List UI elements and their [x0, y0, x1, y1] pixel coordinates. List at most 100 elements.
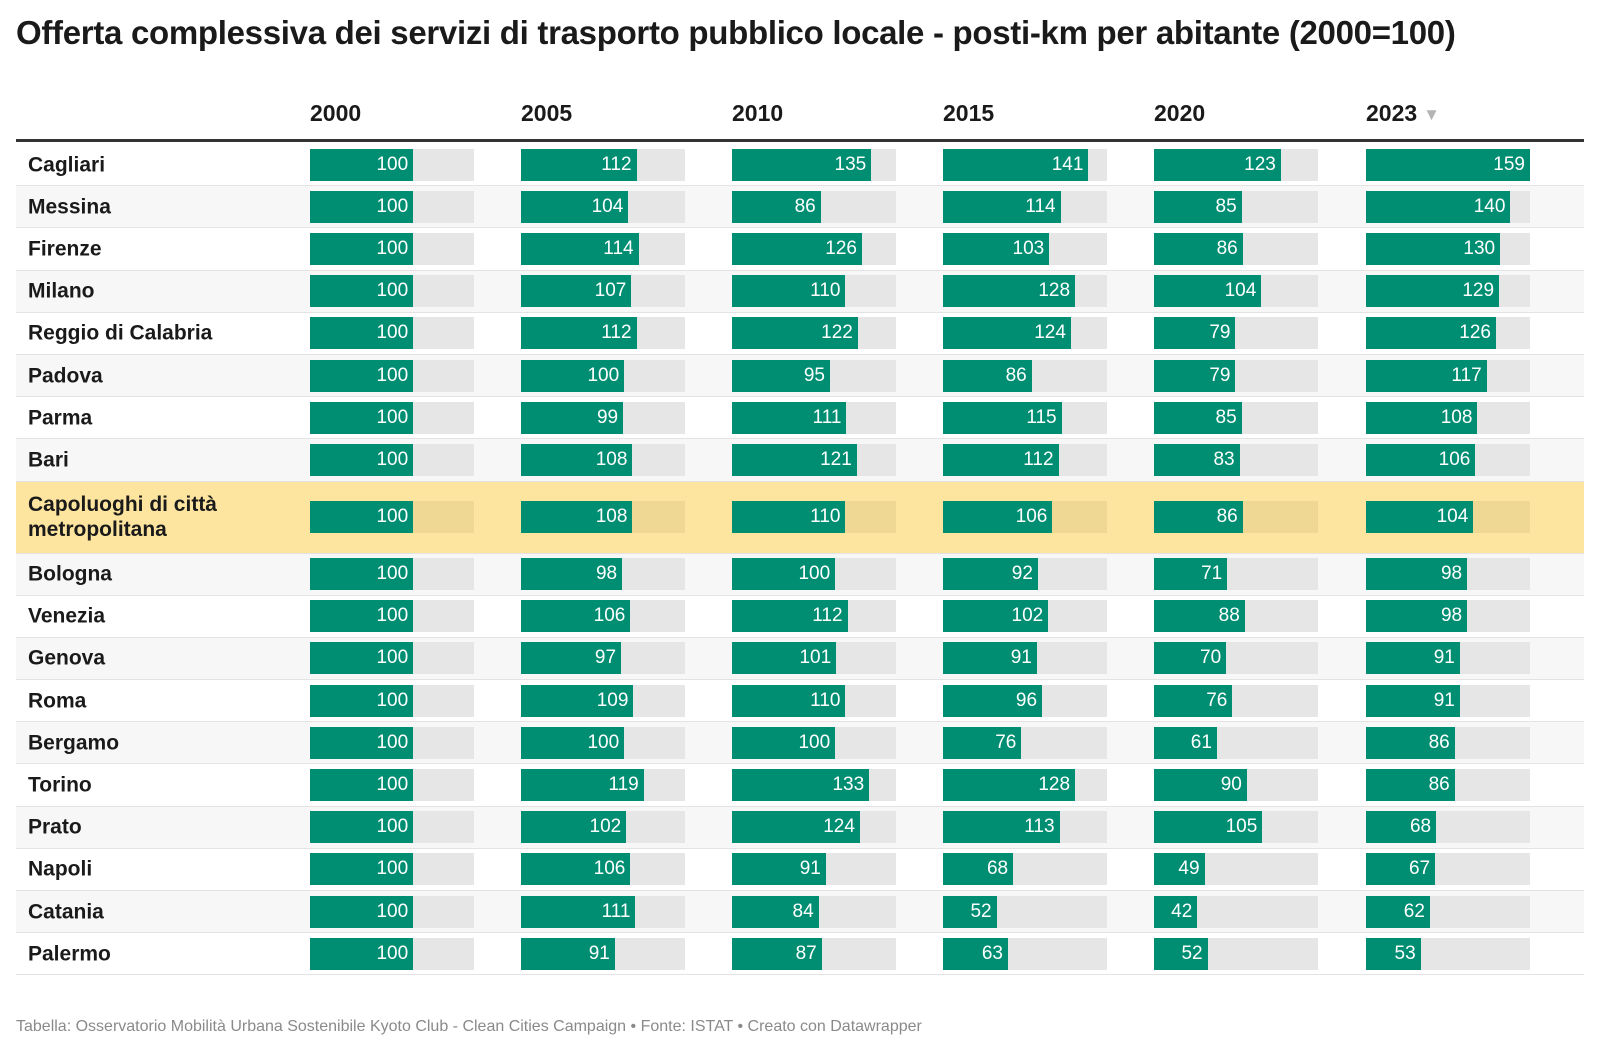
data-label: 117	[1451, 364, 1482, 386]
row-label: Catania	[28, 900, 104, 924]
bar	[1154, 190, 1242, 223]
data-label: 70	[1200, 647, 1222, 669]
data-label: 108	[595, 448, 628, 470]
data-label: 119	[608, 774, 639, 796]
data-label: 126	[825, 237, 857, 259]
data-label: 106	[1438, 448, 1471, 470]
data-label: 100	[376, 322, 409, 344]
row-label: Parma	[28, 406, 93, 430]
bar	[310, 811, 414, 844]
bar-track: 86	[1154, 501, 1318, 533]
bar	[1366, 853, 1436, 886]
bar	[943, 148, 1089, 181]
table-row: Genova 100 97 101 91 70 91	[16, 637, 1584, 681]
data-label: 84	[792, 900, 814, 922]
bar	[1154, 642, 1227, 675]
data-label: 100	[376, 563, 409, 585]
row-label: Torino	[28, 773, 92, 797]
bar	[943, 811, 1060, 844]
bar-track: 68	[943, 853, 1107, 886]
data-label: 110	[810, 280, 841, 302]
bar	[732, 275, 846, 308]
bar-track: 100	[310, 275, 474, 308]
table-row: Milano 100 107 110 128 104 129	[16, 270, 1584, 313]
bar	[1366, 600, 1468, 633]
bar	[732, 148, 872, 181]
bar-track: 133	[732, 769, 896, 802]
column-header-2010[interactable]: 2010	[732, 100, 783, 127]
bar-track: 79	[1154, 317, 1318, 350]
data-label: 67	[1408, 858, 1431, 880]
bar-track: 98	[521, 558, 685, 591]
column-header-2020[interactable]: 2020	[1154, 100, 1205, 127]
bar	[1366, 443, 1476, 476]
bar	[310, 853, 414, 886]
bar-track: 100	[310, 558, 474, 591]
data-label: 52	[1181, 942, 1203, 964]
bar	[310, 317, 414, 350]
data-label: 91	[1433, 689, 1455, 711]
data-label: 100	[798, 563, 831, 585]
table-row: Reggio di Calabria 100 112 122 124 79 126	[16, 313, 1584, 355]
bar	[943, 443, 1059, 476]
bar	[943, 190, 1061, 223]
data-label: 100	[376, 774, 409, 796]
bar	[521, 317, 637, 350]
column-header-label: 2010	[732, 100, 784, 126]
bar-track: 100	[310, 501, 474, 533]
bar-track: 100	[310, 937, 474, 970]
bar-track: 114	[943, 190, 1107, 223]
column-header-2023[interactable]: 2023 ▼	[1366, 100, 1440, 127]
bar	[521, 726, 625, 759]
table-row: Napoli 100 106 91 68 49 67	[16, 849, 1584, 891]
data-label: 98	[1440, 605, 1463, 627]
bar	[310, 600, 414, 633]
bar-track: 91	[943, 642, 1107, 675]
bar-track: 86	[1154, 232, 1318, 265]
column-header-2005[interactable]: 2005	[521, 100, 572, 127]
data-label: 85	[1215, 406, 1237, 428]
bar-track: 91	[521, 937, 685, 970]
bar-track: 76	[1154, 684, 1318, 717]
data-label: 91	[799, 858, 821, 880]
bar-track: 114	[521, 232, 685, 265]
column-header-2015[interactable]: 2015	[943, 100, 994, 127]
data-label: 100	[376, 280, 409, 302]
table-body: Cagliari 100 112 135 141 123 159 Messina 100 104 8…	[16, 144, 1584, 976]
table-row: Catania 100 111 84 52 42 62	[16, 891, 1584, 934]
bar	[310, 359, 414, 392]
table-row: Palermo 100 91 87 63 52 53	[16, 933, 1584, 976]
data-label: 86	[1216, 237, 1238, 259]
bar	[1154, 769, 1247, 802]
data-label: 141	[1051, 153, 1084, 175]
bar-track: 100	[310, 642, 474, 675]
row-label: Prato	[28, 815, 82, 839]
bar-track: 104	[1366, 501, 1530, 533]
data-label: 100	[376, 448, 409, 470]
bar-track: 106	[1366, 443, 1530, 476]
bar	[732, 937, 822, 970]
bar-track: 100	[310, 684, 474, 717]
data-label: 124	[1034, 322, 1066, 344]
bar	[1154, 443, 1240, 476]
column-header-label: 2005	[521, 100, 573, 126]
bar-track: 130	[1366, 232, 1530, 265]
bar	[943, 895, 997, 928]
bar-track: 108	[521, 443, 685, 476]
table-row: Prato 100 102 124 113 105 68	[16, 806, 1584, 849]
bar	[1366, 937, 1421, 970]
bar	[1366, 642, 1460, 675]
row-label: Palermo	[28, 942, 111, 966]
bar	[732, 190, 821, 223]
bar-track: 100	[732, 726, 896, 759]
bar-track: 113	[943, 811, 1107, 844]
bar-track: 141	[943, 148, 1107, 181]
bar	[521, 684, 634, 717]
data-label: 42	[1171, 900, 1193, 922]
bar	[1154, 317, 1236, 350]
data-label: 114	[603, 237, 634, 259]
bar	[943, 684, 1043, 717]
column-header-2000[interactable]: 2000	[310, 100, 361, 127]
triangle-down-icon[interactable]: ▼	[1423, 105, 1440, 124]
bar	[1366, 401, 1478, 434]
